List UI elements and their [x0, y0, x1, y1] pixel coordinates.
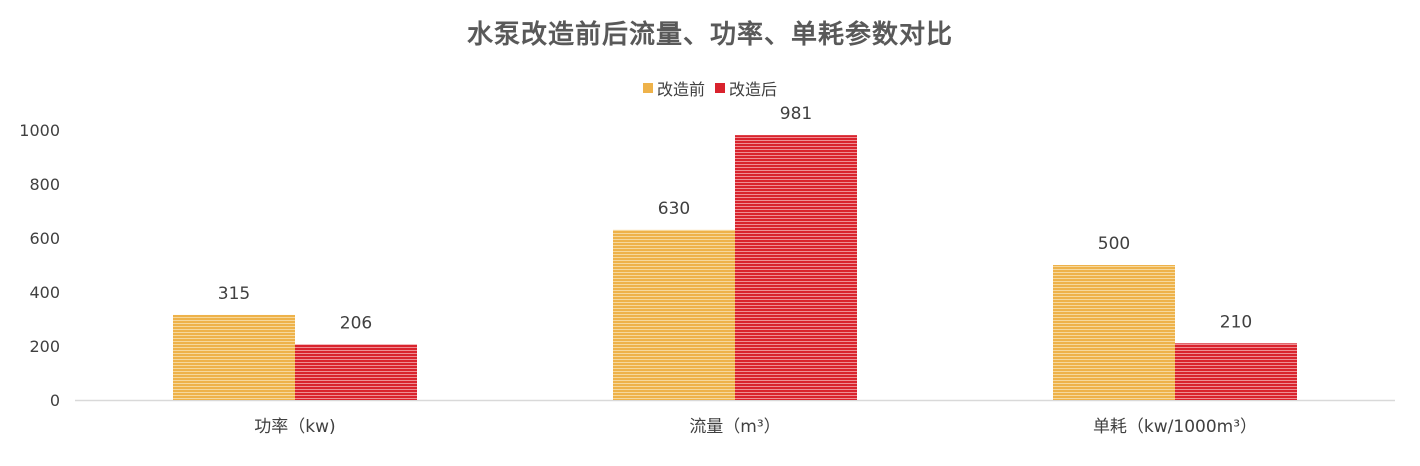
bar-before: [173, 314, 295, 400]
bar-after: [735, 135, 857, 400]
legend-item-after: 改造后: [715, 76, 777, 100]
x-tick-label: 流量（m³）: [689, 417, 780, 437]
y-tick-label: 600: [29, 229, 60, 248]
x-tick-label: 单耗（kw/1000m³）: [1093, 417, 1257, 437]
data-label: 206: [340, 313, 372, 333]
bar-before: [613, 229, 735, 400]
legend-label-before: 改造前: [656, 80, 705, 99]
legend: 改造前 改造后: [0, 76, 1420, 100]
data-label: 500: [1098, 234, 1130, 254]
y-tick-label: 1000: [19, 121, 60, 140]
bar-after: [1175, 343, 1297, 400]
bar-before: [1053, 265, 1175, 400]
y-tick-label: 800: [29, 175, 60, 194]
legend-swatch-after: [715, 83, 725, 93]
y-tick-label: 0: [50, 391, 60, 410]
y-tick-label: 400: [29, 283, 60, 302]
bar-after: [295, 344, 417, 400]
data-label: 315: [218, 284, 250, 304]
legend-item-before: 改造前: [642, 76, 705, 100]
legend-swatch-before: [642, 83, 653, 93]
legend-label-after: 改造后: [729, 80, 778, 99]
data-label: 210: [1220, 312, 1252, 332]
y-tick-label: 200: [29, 337, 60, 356]
chart-title: 水泵改造前后流量、功率、单耗参数对比: [466, 20, 953, 50]
x-tick-label: 功率（kw): [254, 417, 335, 437]
data-label: 630: [658, 199, 690, 219]
data-label: 981: [780, 104, 812, 124]
